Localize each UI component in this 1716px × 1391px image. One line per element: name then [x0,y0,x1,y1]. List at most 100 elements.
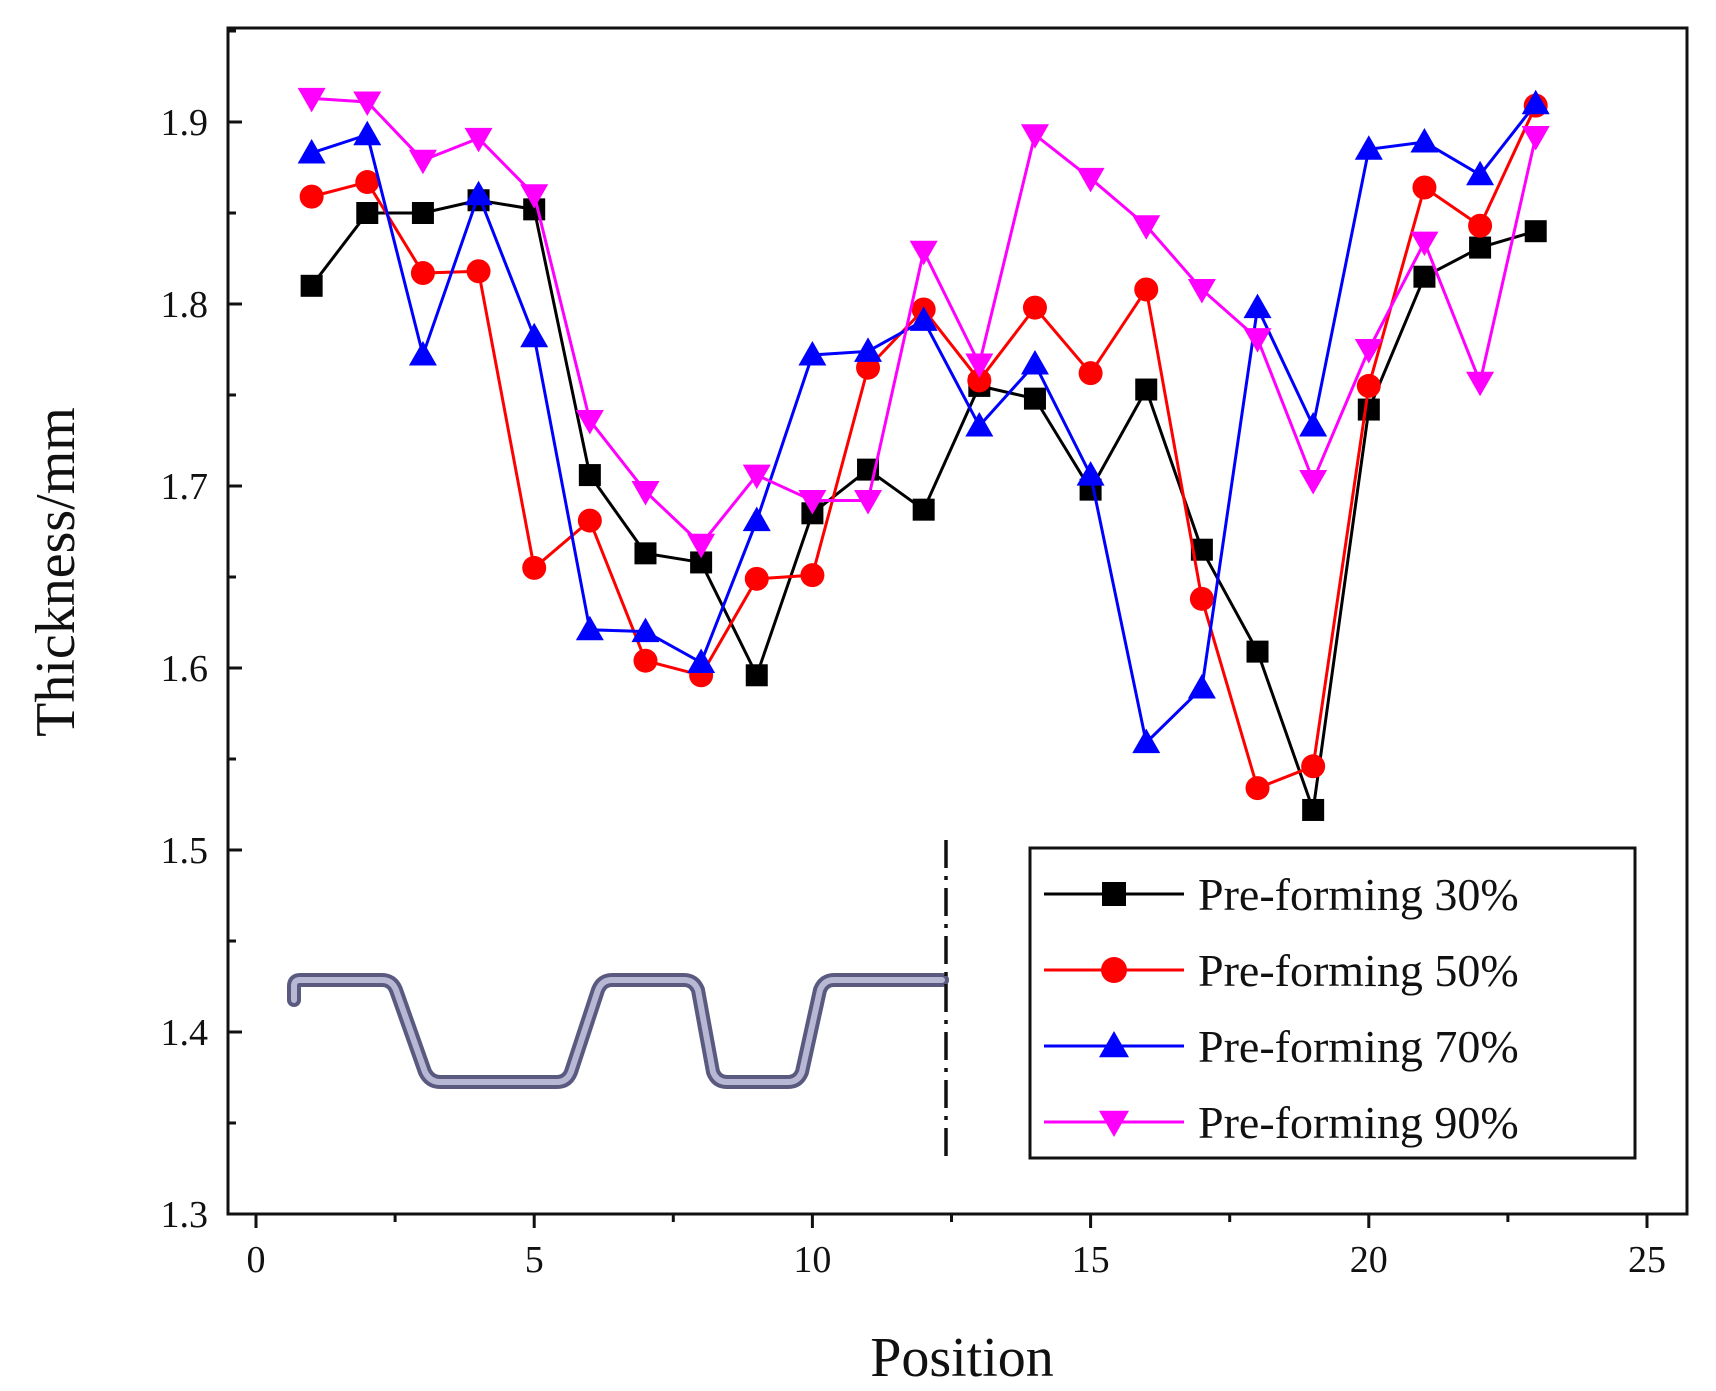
x-axis-title: Position [870,1327,1054,1389]
legend-label: Pre-forming 30% [1198,869,1519,920]
data-point [909,306,938,331]
data-point [1301,754,1326,779]
profile-shadow [287,973,949,1089]
y-axis-title: Thickness/mm [25,407,87,737]
data-point [965,353,994,379]
legend-box [1028,846,1637,1160]
data-point [1020,350,1049,375]
series-line [311,102,1537,746]
data-point [1132,728,1161,754]
legend-marker [1101,957,1127,983]
data-point [1022,295,1047,320]
legend-entry: Pre-forming 30% [1044,869,1519,920]
data-point [1521,126,1550,151]
y-tick-label: 1.4 [161,1012,209,1054]
data-point [520,322,549,348]
data-point [1134,277,1159,302]
data-point [464,180,493,206]
y-tick-label: 1.6 [161,648,209,690]
plot-frame [226,26,1689,1216]
data-point [912,498,935,521]
data-point [522,555,547,580]
data-point [690,551,713,574]
data-point [353,91,382,116]
data-point [1357,398,1380,421]
data-point [1413,265,1436,288]
data-point [631,617,660,643]
data-point [1246,640,1269,663]
y-tick-label: 1.9 [161,102,209,144]
legend-entry: Pre-forming 90% [1044,1097,1519,1148]
data-point [1356,373,1381,398]
data-point [1466,371,1495,397]
series-layer [297,87,1550,821]
series-line [311,104,1538,791]
data-point [1189,586,1214,611]
data-point [1469,236,1492,259]
data-point [1187,674,1216,699]
data-point [1299,411,1328,437]
data-point [1410,128,1439,153]
data-point [745,664,768,687]
data-point [408,149,437,175]
y-tick-label: 1.5 [161,830,209,872]
data-point [1299,470,1328,495]
data-point [742,506,771,532]
y-tick-label: 1.7 [161,466,209,508]
data-point [1135,378,1158,401]
data-point [965,411,994,437]
data-point [355,170,380,195]
data-point [356,202,379,224]
data-point [466,259,491,284]
data-point [1302,798,1325,821]
y-tick-label: 1.8 [161,284,209,326]
data-point [634,542,657,565]
data-point [1354,339,1383,364]
data-point [854,490,883,515]
legend-entry: Pre-forming 50% [1044,945,1519,996]
data-point [633,648,658,673]
data-point [1243,328,1272,353]
x-tick-label: 10 [793,1239,831,1281]
data-point [687,533,716,559]
data-point [1354,135,1383,160]
legend-entry: Pre-forming 70% [1044,1021,1519,1072]
data-point [631,480,660,506]
legend-label: Pre-forming 90% [1198,1097,1519,1148]
legend-marker [1099,1031,1129,1058]
data-point [410,261,435,286]
x-tick-label: 0 [247,1239,266,1281]
x-tick-label: 20 [1350,1239,1388,1281]
data-point [575,409,604,435]
data-point [854,337,883,362]
y-tick-label: 1.3 [161,1194,209,1236]
series-1 [300,189,1547,821]
series-3 [297,89,1550,754]
profile-inset [287,840,949,1156]
data-point [1020,124,1049,149]
data-point [575,615,604,641]
data-point [798,490,827,515]
data-point [1521,89,1550,115]
data-point [1410,231,1439,257]
data-point [742,464,771,490]
legend-marker [1099,1110,1129,1137]
data-point [1243,293,1272,319]
data-point [300,274,323,297]
axes: 0 5 10 15 20 25 1.3 1.4 1.5 1.6 1.7 1.8 1.9 [161,29,1666,1281]
data-point [520,184,549,209]
data-point [1076,167,1105,193]
data-point [297,87,326,113]
data-point [1412,175,1437,200]
data-point [577,508,602,533]
data-point [1076,461,1105,486]
profile-highlight [291,977,945,1085]
data-point [1078,361,1103,386]
series-4 [297,87,1550,559]
data-point [1190,538,1213,561]
x-tick-label: 15 [1072,1239,1110,1281]
data-point [408,340,437,366]
data-point [909,240,938,266]
x-tick-label: 25 [1628,1239,1666,1281]
